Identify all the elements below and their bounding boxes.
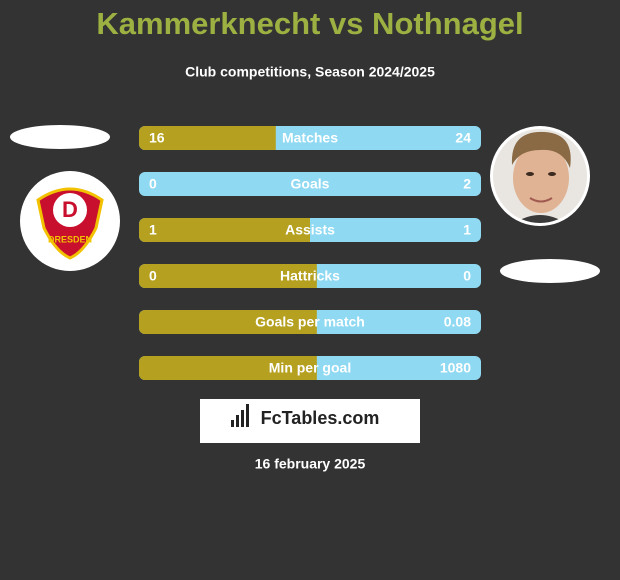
row-label: Assists xyxy=(285,222,335,238)
bar-left xyxy=(139,264,317,288)
left-value: 1 xyxy=(149,222,157,238)
right-value: 1 xyxy=(463,222,471,238)
left-value: 16 xyxy=(149,130,165,146)
player-photo xyxy=(490,126,590,226)
date: 16 february 2025 xyxy=(255,456,366,472)
bar-left xyxy=(139,218,310,242)
brand: FcTables.com xyxy=(261,408,380,428)
bar-left xyxy=(139,310,317,334)
right-value: 2 xyxy=(463,176,471,192)
right-value: 0 xyxy=(463,268,471,284)
svg-text:D: D xyxy=(62,197,78,222)
badge-text: DRESDEN xyxy=(48,234,92,244)
row-label: Hattricks xyxy=(280,268,340,284)
bar-right xyxy=(139,172,481,196)
subtitle: Club competitions, Season 2024/2025 xyxy=(185,64,435,80)
club-badge: D DRESDEN xyxy=(20,171,120,271)
right-value: 0.08 xyxy=(444,314,471,330)
right-placeholder xyxy=(500,259,600,283)
left-value: 0 xyxy=(149,268,157,284)
right-value: 24 xyxy=(455,130,471,146)
left-value: 0 xyxy=(149,176,157,192)
row-label: Goals per match xyxy=(255,314,365,330)
brand-icon xyxy=(231,404,249,427)
row-label: Matches xyxy=(282,130,338,146)
left-placeholder xyxy=(10,125,110,149)
row-label: Min per goal xyxy=(269,360,351,376)
row-label: Goals xyxy=(291,176,330,192)
bar-left xyxy=(139,356,317,380)
right-value: 1080 xyxy=(440,360,471,376)
bar-left xyxy=(139,126,276,150)
title: Kammerknecht vs Nothnagel xyxy=(96,6,523,41)
